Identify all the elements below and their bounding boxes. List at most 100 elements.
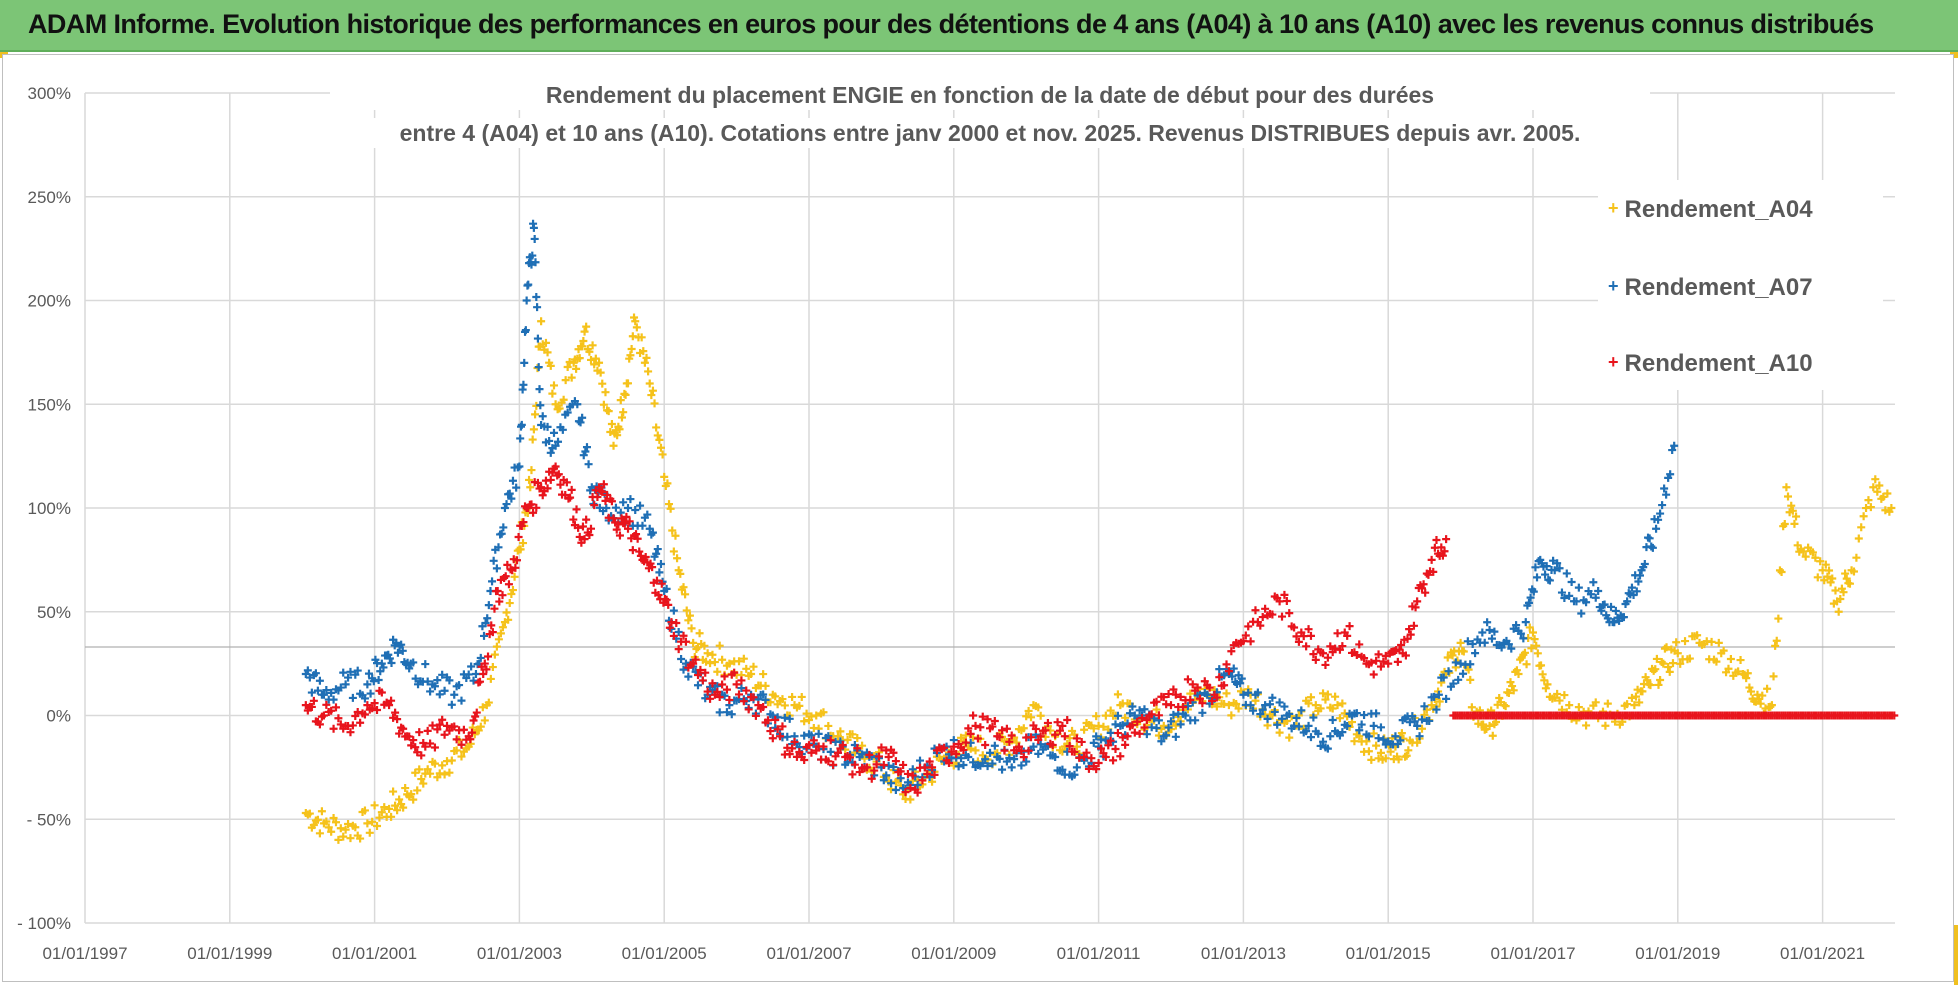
point-rendement-a10 <box>853 744 862 753</box>
point-rendement-a04 <box>802 709 811 718</box>
point-rendement-a07 <box>1323 744 1332 753</box>
point-rendement-a04 <box>313 815 322 824</box>
point-rendement-a10 <box>469 716 478 725</box>
point-rendement-a10 <box>1106 736 1115 745</box>
x-tick-label: 01/01/2003 <box>477 944 562 963</box>
point-rendement-a04 <box>1488 731 1497 740</box>
point-rendement-a04 <box>419 779 428 788</box>
point-rendement-a07 <box>1647 542 1656 551</box>
point-rendement-a04 <box>1533 649 1542 658</box>
point-rendement-a07 <box>662 584 671 593</box>
point-rendement-a10 <box>1014 742 1023 751</box>
point-rendement-a10 <box>457 740 466 749</box>
point-rendement-a10 <box>387 696 396 705</box>
point-rendement-a10 <box>776 732 785 741</box>
point-rendement-a07 <box>530 234 539 243</box>
point-rendement-a07 <box>1338 728 1347 737</box>
point-rendement-a10 <box>471 712 480 721</box>
point-rendement-a07 <box>546 448 555 457</box>
point-rendement-a07 <box>611 503 620 512</box>
point-rendement-a07 <box>576 418 585 427</box>
point-rendement-a10 <box>1154 711 1163 720</box>
point-rendement-a10 <box>1309 650 1318 659</box>
point-rendement-a10 <box>867 774 876 783</box>
point-rendement-a10 <box>556 480 565 489</box>
point-rendement-a04 <box>595 358 604 367</box>
point-rendement-a07 <box>1645 534 1654 543</box>
point-rendement-a04 <box>1712 657 1721 666</box>
point-rendement-a04 <box>1367 755 1376 764</box>
point-rendement-a04 <box>1784 492 1793 501</box>
point-rendement-a04 <box>531 410 540 419</box>
point-rendement-a04 <box>1328 704 1337 713</box>
x-tick-label: 01/01/2011 <box>1057 944 1141 963</box>
point-rendement-a10 <box>920 763 929 772</box>
point-rendement-a10 <box>480 659 489 668</box>
point-rendement-a07 <box>421 660 430 669</box>
point-rendement-a04 <box>1643 676 1652 685</box>
point-rendement-a10 <box>1367 658 1376 667</box>
point-rendement-a07 <box>1466 660 1475 669</box>
y-tick-label: 50% <box>37 603 71 622</box>
point-rendement-a07 <box>1142 730 1151 739</box>
point-rendement-a10 <box>785 750 794 759</box>
point-rendement-a04 <box>759 670 768 679</box>
point-rendement-a04 <box>795 701 804 710</box>
point-rendement-a04 <box>1089 724 1098 733</box>
point-rendement-a04 <box>1080 725 1089 734</box>
point-rendement-a10 <box>546 475 555 484</box>
point-rendement-a04 <box>555 404 564 413</box>
point-rendement-a10 <box>1251 606 1260 615</box>
point-rendement-a07 <box>1304 721 1313 730</box>
point-rendement-a04 <box>407 790 416 799</box>
point-rendement-a04 <box>590 360 599 369</box>
point-rendement-a10 <box>413 748 422 757</box>
point-rendement-a10 <box>838 740 847 749</box>
point-rendement-a04 <box>1839 588 1848 597</box>
point-rendement-a10 <box>543 484 552 493</box>
point-rendement-a10 <box>1285 609 1294 618</box>
point-rendement-a07 <box>534 363 543 372</box>
point-rendement-a10 <box>674 645 683 654</box>
point-rendement-a10 <box>423 726 432 735</box>
point-rendement-a10 <box>391 708 400 717</box>
point-rendement-a10 <box>879 760 888 769</box>
point-rendement-a07 <box>464 670 473 679</box>
point-rendement-a07 <box>1545 576 1554 585</box>
point-rendement-a07 <box>1456 659 1465 668</box>
point-rendement-a07 <box>1036 740 1045 749</box>
point-rendement-a04 <box>1443 653 1452 662</box>
point-rendement-a10 <box>1302 642 1311 651</box>
point-rendement-a10 <box>319 711 328 720</box>
point-rendement-a04 <box>1222 689 1231 698</box>
point-rendement-a10 <box>1326 642 1335 651</box>
point-rendement-a07 <box>1092 732 1101 741</box>
point-rendement-a04 <box>685 611 694 620</box>
point-rendement-a07 <box>481 619 490 628</box>
point-rendement-a07 <box>379 663 388 672</box>
corner-decoration <box>1954 925 1958 985</box>
point-rendement-a04 <box>1771 641 1780 650</box>
point-rendement-a04 <box>529 425 538 434</box>
point-rendement-a04 <box>452 746 461 755</box>
point-rendement-a07 <box>369 677 378 686</box>
point-rendement-a04 <box>324 823 333 832</box>
point-rendement-a10 <box>1111 744 1120 753</box>
point-rendement-a07 <box>652 549 661 558</box>
point-rendement-a10 <box>1097 744 1106 753</box>
point-rendement-a04 <box>1024 706 1033 715</box>
point-rendement-a04 <box>778 695 787 704</box>
point-rendement-a04 <box>309 821 318 830</box>
point-rendement-a07 <box>715 708 724 717</box>
point-rendement-a04 <box>1631 692 1640 701</box>
point-rendement-a04 <box>1435 697 1444 706</box>
point-rendement-a07 <box>807 731 816 740</box>
point-rendement-a10 <box>648 563 657 572</box>
point-rendement-a04 <box>1777 567 1786 576</box>
point-rendement-a04 <box>1099 722 1108 731</box>
point-rendement-a07 <box>708 686 717 695</box>
point-rendement-a10 <box>599 480 608 489</box>
point-rendement-a04 <box>1311 701 1320 710</box>
point-rendement-a10 <box>580 535 589 544</box>
point-rendement-a10 <box>1084 764 1093 773</box>
